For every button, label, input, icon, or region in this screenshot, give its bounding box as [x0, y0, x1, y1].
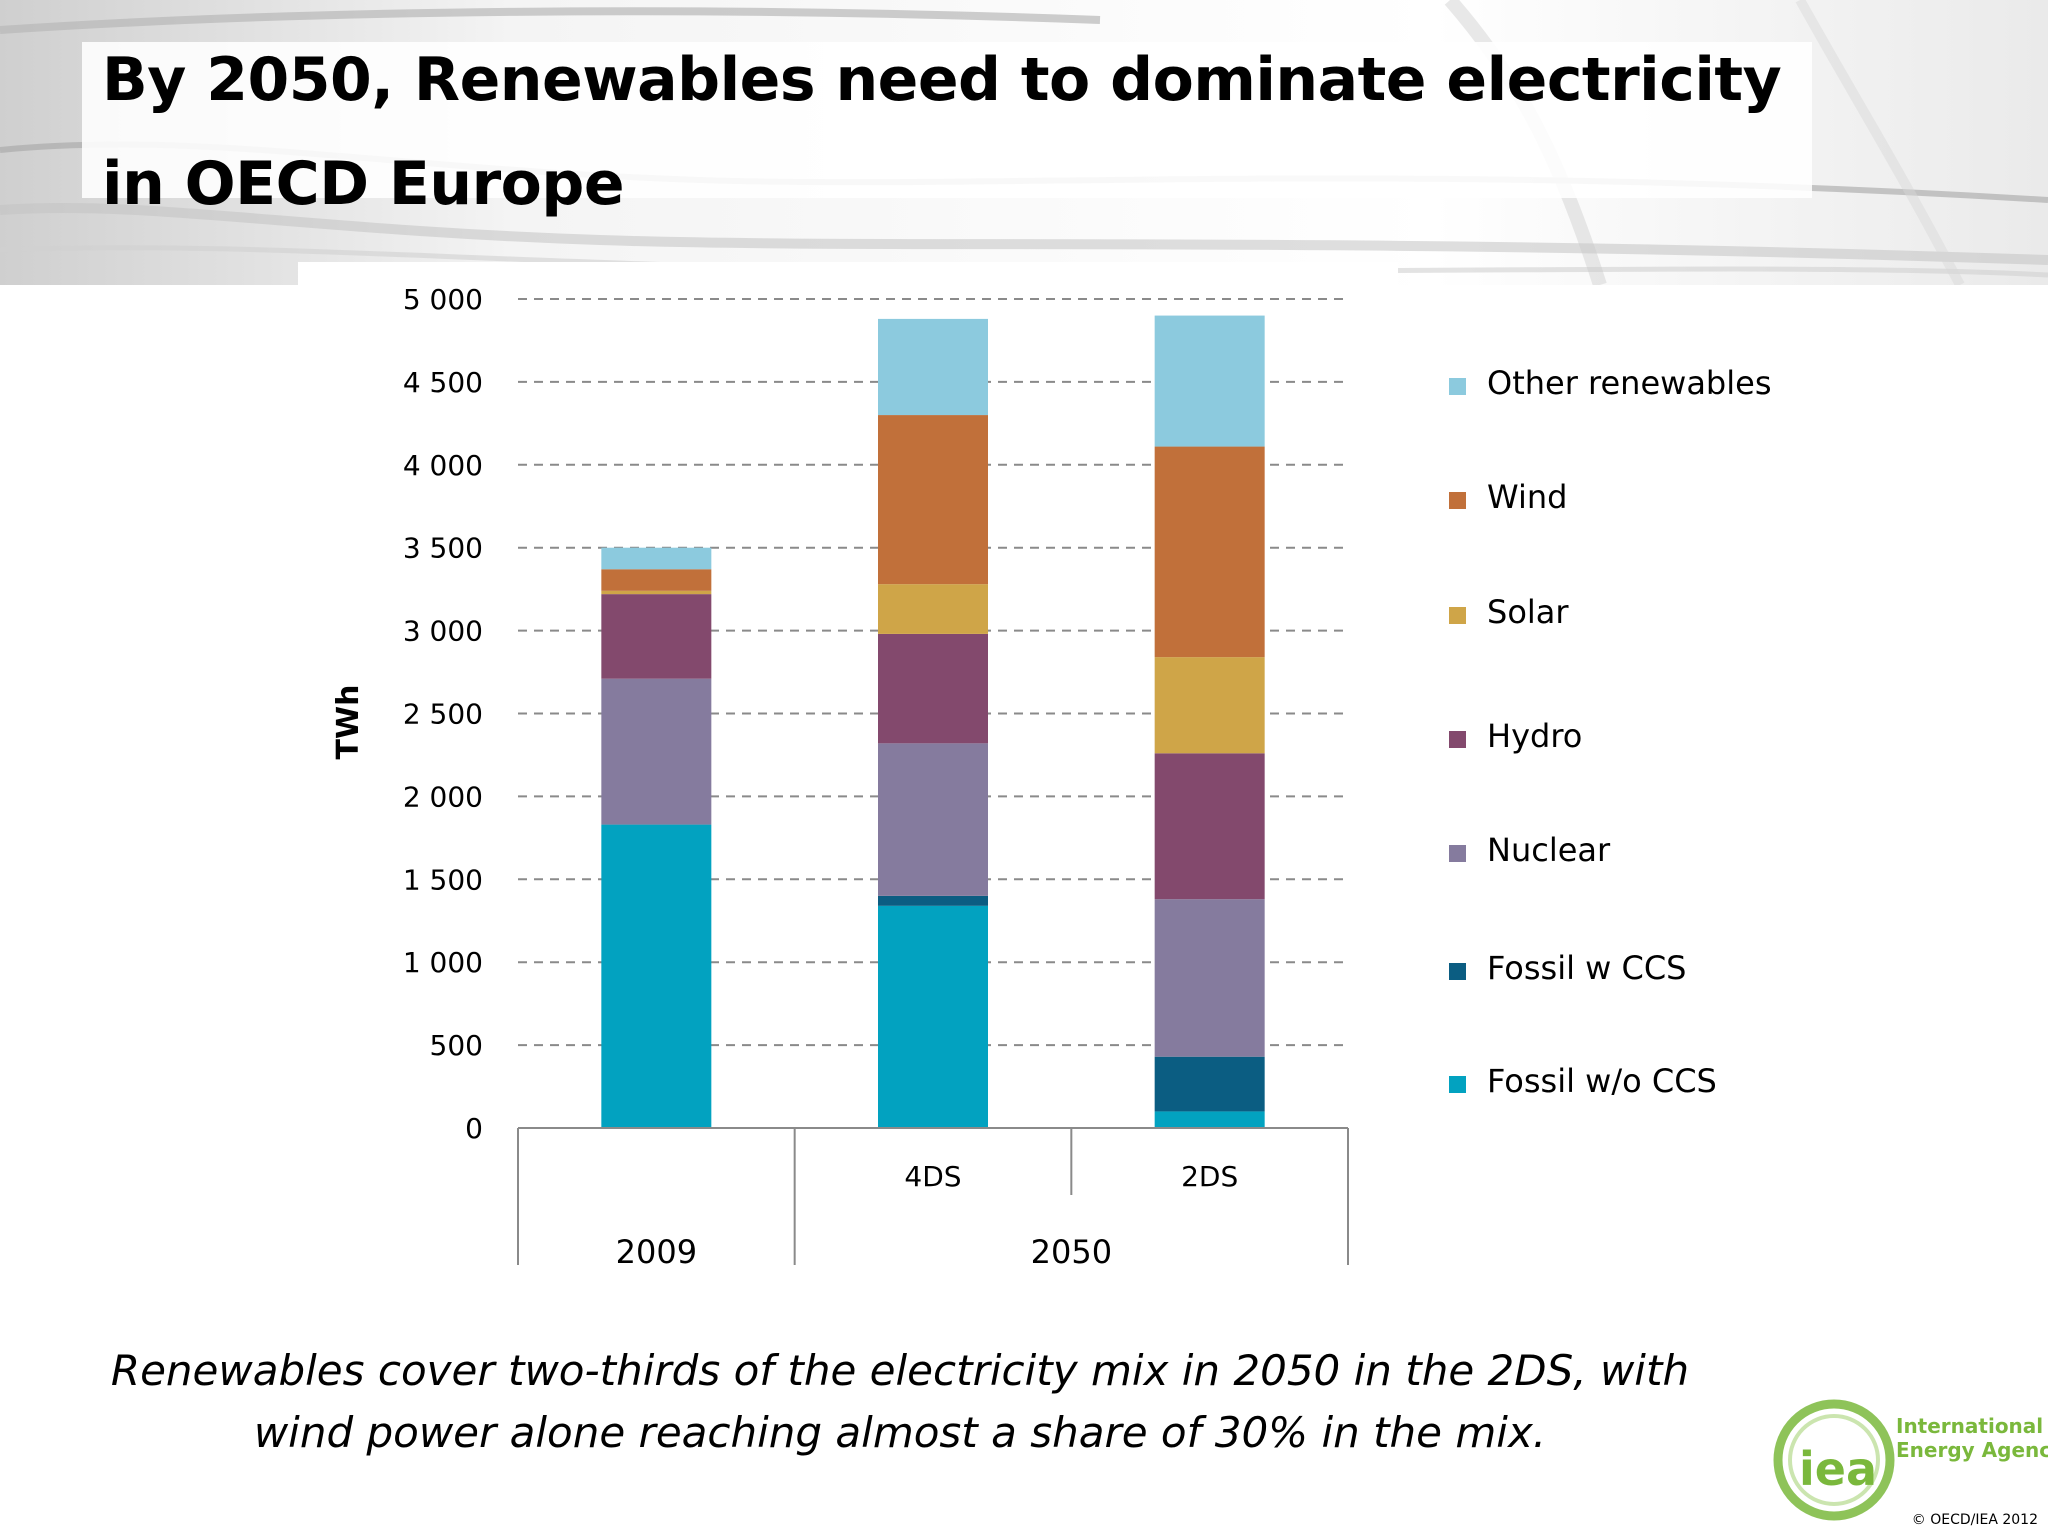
legend-item: Wind [1449, 478, 1567, 516]
legend: Other renewables Wind Solar Hydro Nuclear Fos… [1449, 364, 1771, 1100]
legend-label: Hydro [1487, 717, 1582, 755]
x-group-label: 2009 [616, 1233, 697, 1271]
bar-segment [601, 569, 712, 591]
bar-segment [878, 905, 988, 1128]
bar-segment [1154, 446, 1265, 658]
y-tick-label: 2 500 [403, 698, 483, 731]
legend-item: Nuclear [1449, 831, 1611, 869]
iea-logo: iea International Energy Agency [1773, 1399, 2048, 1521]
stacked-bar-chart: 0 500 1 000 1 500 2 000 2 500 3 000 3 500 4 000 4… [331, 283, 1771, 1271]
chart-top-panel [298, 262, 1398, 302]
bar-segment [601, 590, 712, 595]
bar-segment [601, 678, 712, 825]
copyright-notice: © OECD/IEA 2012 [1911, 1512, 2038, 1528]
bar-segment [1154, 657, 1265, 754]
y-tick-label: 1 000 [403, 946, 483, 979]
legend-label: Fossil w CCS [1487, 949, 1686, 987]
bar-segment [1154, 899, 1265, 1057]
bar-segment [1154, 1111, 1265, 1128]
bar-segment [878, 318, 988, 416]
logo-name-line1: International [1896, 1414, 2043, 1438]
bar-segment [601, 824, 712, 1128]
legend-swatch [1449, 492, 1466, 509]
title-panel [82, 42, 1812, 198]
legend-swatch [1449, 845, 1466, 862]
y-tick-label: 1 500 [403, 863, 483, 896]
logo-mark: iea [1799, 1442, 1877, 1496]
legend-swatch [1449, 963, 1466, 980]
bar-segment [878, 743, 988, 896]
bars [601, 315, 1265, 1128]
x-group-label: 2050 [1031, 1233, 1112, 1271]
axes [517, 1127, 1349, 1265]
legend-label: Fossil w/o CCS [1487, 1062, 1717, 1100]
legend-swatch [1449, 731, 1466, 748]
y-tick-label: 4 000 [403, 449, 483, 482]
legend-item: Fossil w CCS [1449, 949, 1686, 987]
legend-item: Other renewables [1449, 364, 1771, 402]
y-axis-label: TWh [331, 685, 366, 760]
legend-label: Other renewables [1487, 364, 1771, 402]
bar-segment [1154, 1056, 1265, 1112]
legend-label: Solar [1487, 593, 1569, 631]
x-category-label: 4DS [904, 1160, 961, 1193]
y-tick-label: 0 [465, 1112, 483, 1145]
bar-segment [601, 594, 712, 679]
slide-title: By 2050, Renewables need to dominate ele… [102, 45, 1782, 219]
legend-item: Solar [1449, 593, 1569, 631]
bar-segment [601, 547, 712, 570]
y-tick-labels: 0 500 1 000 1 500 2 000 2 500 3 000 3 500 4 000 4… [403, 283, 483, 1145]
legend-item: Hydro [1449, 717, 1582, 755]
legend-label: Wind [1487, 478, 1567, 516]
slide-caption: Renewables cover two-thirds of the elect… [110, 1346, 1690, 1457]
bar-segment [878, 415, 988, 585]
legend-item: Fossil w/o CCS [1449, 1062, 1717, 1100]
bar-segment [1154, 753, 1265, 900]
bar-segment [878, 584, 988, 634]
x-labels: 4DS 2DS 2009 2050 [616, 1160, 1239, 1271]
bar-segment [878, 895, 988, 906]
legend-swatch [1449, 378, 1466, 395]
bar-segment [1154, 315, 1265, 447]
logo-ring-icon [1773, 1399, 1895, 1521]
y-tick-label: 2 000 [403, 780, 483, 813]
legend-swatch [1449, 607, 1466, 624]
y-tick-label: 5 000 [403, 283, 483, 316]
bar-segment [878, 633, 988, 744]
x-category-label: 2DS [1181, 1160, 1238, 1193]
y-tick-label: 3 500 [403, 532, 483, 565]
y-tick-label: 3 000 [403, 615, 483, 648]
logo-name-line2: Energy Agency [1896, 1438, 2048, 1462]
legend-label: Nuclear [1487, 831, 1611, 869]
legend-swatch [1449, 1076, 1466, 1093]
y-tick-label: 4 500 [403, 366, 483, 399]
y-tick-label: 500 [430, 1029, 483, 1062]
